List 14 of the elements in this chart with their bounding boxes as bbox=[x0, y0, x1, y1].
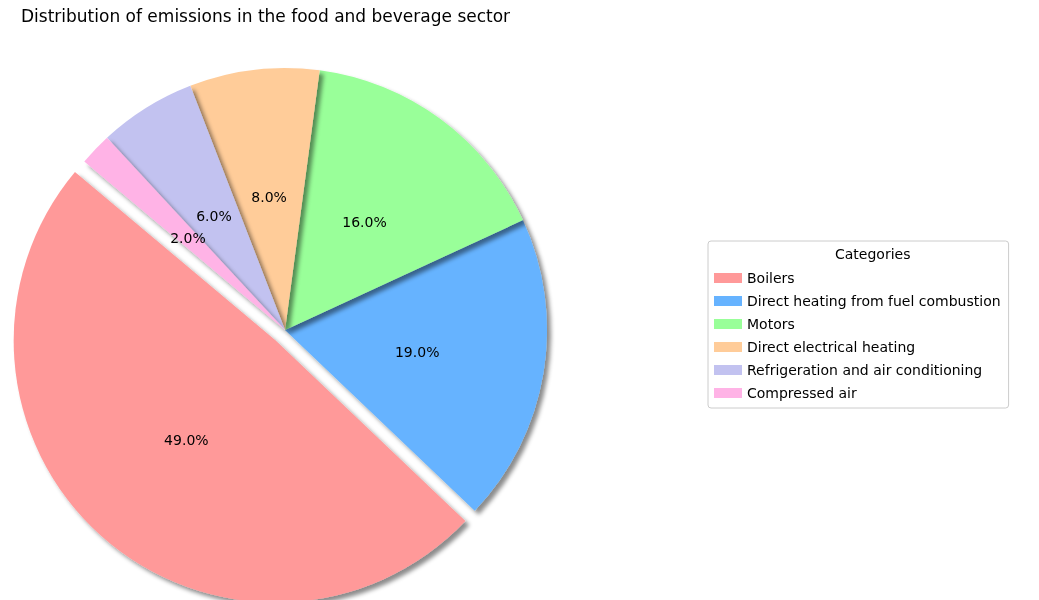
data-label: 19.0% bbox=[394, 343, 440, 360]
legend-label: Boilers bbox=[747, 270, 795, 286]
data-label: 8.0% bbox=[251, 188, 287, 205]
data-label: 2.0% bbox=[170, 229, 206, 246]
data-label: 49.0% bbox=[164, 432, 209, 449]
legend-label: Direct electrical heating bbox=[747, 339, 916, 355]
legend-title: Categories bbox=[835, 246, 911, 262]
data-label: 16.0% bbox=[342, 214, 387, 231]
legend-label: Compressed air bbox=[747, 385, 857, 401]
data-label: 6.0% bbox=[196, 208, 232, 225]
legend-label: Direct heating from fuel combustion bbox=[747, 293, 1001, 309]
chart-title: Distribution of emissions in the food and beverage sector bbox=[21, 5, 511, 26]
legend-label: Refrigeration and air conditioning bbox=[747, 362, 983, 378]
legend-label: Motors bbox=[747, 316, 795, 332]
